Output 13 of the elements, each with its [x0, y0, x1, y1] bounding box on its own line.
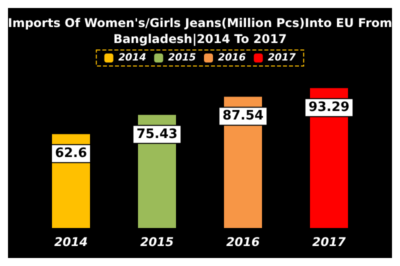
x-tick-label: 2017 [312, 235, 346, 249]
x-tick-label: 2016 [226, 235, 260, 249]
legend-label: 2015 [168, 52, 196, 64]
data-label: 93.29 [308, 100, 350, 116]
legend-label: 2014 [118, 52, 146, 64]
data-label: 75.43 [136, 126, 178, 142]
x-tick-label: 2015 [140, 235, 174, 249]
data-label: 87.54 [222, 108, 264, 124]
data-label: 62.6 [54, 146, 88, 162]
chart-title: Imports Of Women's/Girls Jeans(Million Pcs)Into EU From Bangladesh|2014 To 2017 [8, 16, 392, 46]
legend-label: 2016 [218, 52, 246, 64]
legend-label: 2017 [268, 52, 296, 64]
x-tick-label: 2014 [54, 235, 88, 249]
